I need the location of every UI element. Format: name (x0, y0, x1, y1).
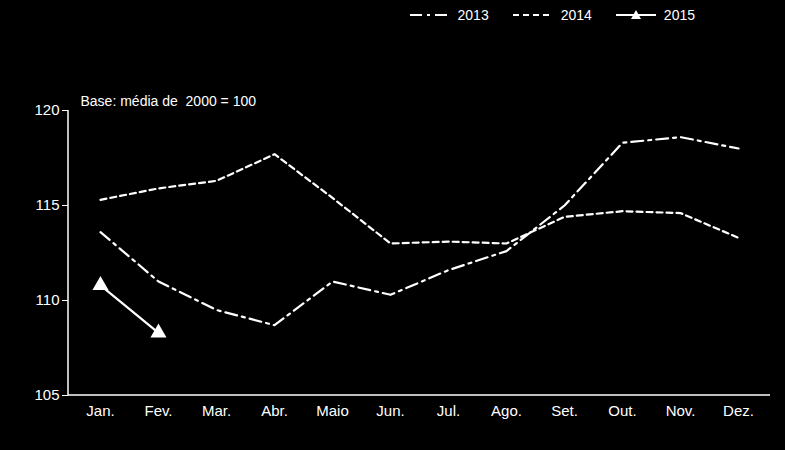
svg-text:105: 105 (34, 386, 59, 403)
svg-text:Dez.: Dez. (723, 402, 754, 419)
svg-text:Jul.: Jul. (437, 402, 460, 419)
svg-text:Out.: Out. (608, 402, 636, 419)
svg-text:115: 115 (36, 196, 60, 213)
html-text:2013: 2013 (457, 7, 489, 23)
svg-text:Maio: Maio (316, 402, 349, 419)
html-text:2014: 2014 (560, 7, 592, 23)
svg-text:Fev.: Fev. (144, 402, 172, 419)
svg-text:Nov.: Nov. (666, 402, 696, 419)
svg-text:120: 120 (34, 101, 59, 118)
svg-text:Jun.: Jun. (376, 402, 404, 419)
html-text:2015: 2015 (663, 7, 695, 23)
svg-text:Abr.: Abr. (261, 402, 288, 419)
svg-text:Mar.: Mar. (202, 402, 231, 419)
svg-text:Jan.: Jan. (86, 402, 114, 419)
svg-text:110: 110 (36, 291, 60, 308)
svg-text:Set.: Set. (551, 402, 578, 419)
svg-text:Ago.: Ago. (491, 402, 522, 419)
svg-text:Base: média de 2000 = 100: Base: média de 2000 = 100 (81, 93, 257, 109)
